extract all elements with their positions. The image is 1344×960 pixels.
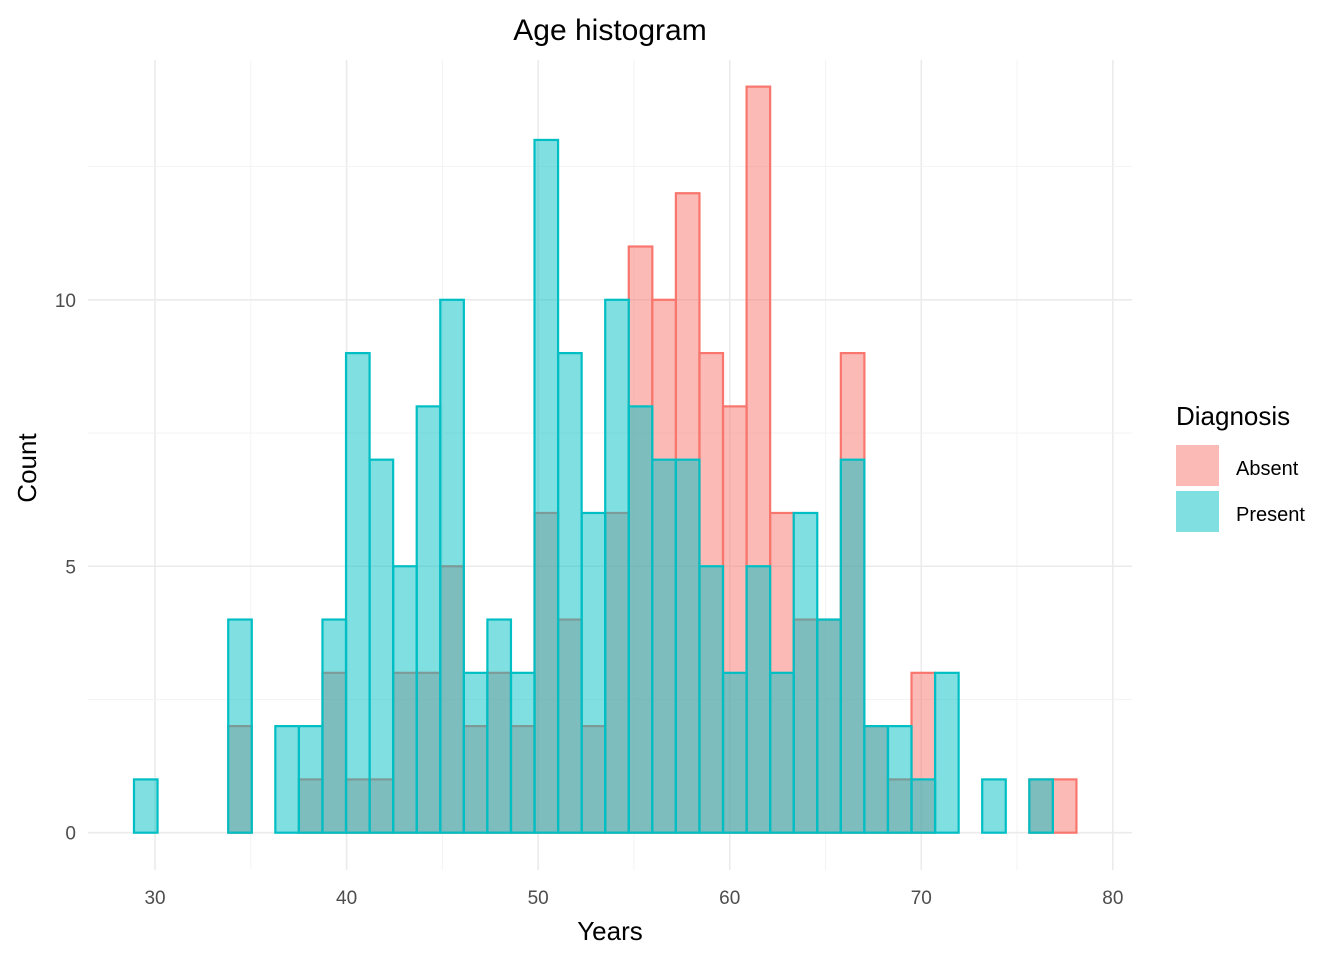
- y-axis-ticks: 0 5 10: [55, 291, 76, 845]
- bar-present-bin-8: [321, 618, 348, 834]
- bar-present-bin-17: [533, 138, 560, 834]
- bar-present-bin-28: [792, 511, 819, 834]
- bar-present-bin-10: [368, 458, 395, 834]
- x-tick-label: 30: [144, 888, 165, 909]
- bar-present-bin-23: [674, 458, 701, 834]
- x-axis-title: Years: [577, 916, 643, 946]
- bar-present-bin-11: [392, 565, 418, 834]
- bar-present-bin-14: [462, 671, 489, 834]
- chart-title: Age histogram: [513, 14, 706, 47]
- bar-present-bin-30: [839, 458, 866, 834]
- bar-present-bin-16: [509, 671, 536, 834]
- bar-present-bin-38: [1028, 778, 1054, 834]
- legend-title: Diagnosis: [1176, 401, 1290, 431]
- x-tick-label: 40: [336, 888, 357, 909]
- bar-present-bin-19: [580, 511, 607, 834]
- bar-present-bin-18: [556, 351, 583, 834]
- legend: Diagnosis Absent Present: [1176, 401, 1305, 532]
- bar-present-bin-12: [415, 405, 442, 834]
- series-present-bars: [132, 138, 1054, 834]
- bar-present-bin-15: [486, 618, 513, 834]
- bar-present-bin-32: [886, 725, 913, 834]
- x-tick-label: 60: [719, 888, 740, 909]
- bar-present-bin-33: [910, 778, 937, 834]
- bar-present-bin-25: [721, 671, 748, 834]
- x-axis-ticks: 30 40 50 60 70 80: [144, 888, 1123, 909]
- x-tick-label: 80: [1102, 888, 1123, 909]
- bar-present-bin-21: [627, 405, 654, 834]
- bar-present-bin-34: [933, 671, 960, 834]
- y-tick-label: 5: [65, 557, 76, 578]
- bar-present-bin-27: [769, 671, 795, 834]
- bar-present-bin-31: [863, 725, 890, 834]
- bar-present-bin-26: [745, 565, 772, 834]
- y-tick-label: 10: [55, 291, 76, 312]
- bar-present-bin-13: [439, 298, 465, 834]
- x-tick-label: 50: [528, 888, 549, 909]
- y-tick-label: 0: [65, 824, 76, 845]
- bar-present-bin-24: [698, 565, 725, 834]
- bar-present-bin-22: [651, 458, 677, 834]
- legend-label-absent: Absent: [1236, 458, 1299, 480]
- bar-present-bin-9: [344, 351, 371, 834]
- bar-present-bin-20: [604, 298, 630, 834]
- bar-present-bin-29: [816, 618, 842, 834]
- legend-label-present: Present: [1236, 504, 1305, 526]
- legend-key-present: [1176, 491, 1219, 532]
- bar-absent-bin-39: [1051, 778, 1078, 834]
- legend-key-absent: [1176, 445, 1219, 486]
- bar-present-bin-0: [132, 778, 159, 834]
- bar-present-bin-4: [227, 618, 253, 834]
- bar-present-bin-36: [981, 778, 1007, 834]
- x-tick-label: 70: [911, 888, 932, 909]
- y-axis-title: Count: [12, 433, 42, 503]
- bar-present-bin-6: [274, 725, 301, 834]
- bar-present-bin-7: [297, 725, 324, 834]
